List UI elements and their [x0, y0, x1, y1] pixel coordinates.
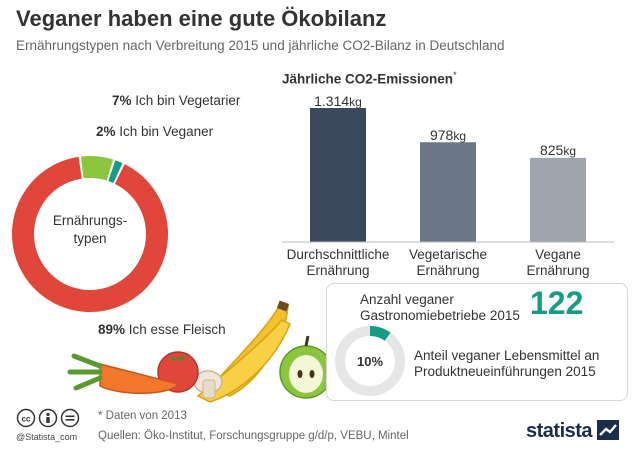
bar-category-1-line1: Durchschnittliche [286, 247, 390, 262]
bar-category-2: Vegetarische Ernährung [388, 247, 508, 279]
bar-chart-title-marker: * [453, 70, 457, 80]
sources: Quellen: Öko-Institut, Forschungsgruppe … [98, 430, 409, 442]
footnote: * Daten von 2013 [98, 410, 187, 422]
bar-2 [420, 142, 476, 242]
donut-label-meat: 89% Ich esse Fleisch [98, 322, 226, 337]
statista-logo[interactable]: statista [526, 420, 620, 443]
gastro-label: Anzahl veganer Gastronomiebetriebe 2015 [360, 292, 520, 323]
bar-unit-1: kg [349, 95, 362, 109]
svg-text:cc: cc [22, 415, 31, 424]
bar-category-1-line2: Ernährung [306, 263, 370, 278]
food-illustration [67, 300, 333, 403]
bar-3 [530, 157, 586, 242]
donut-value-vegetarian: 7% [112, 93, 132, 108]
bar-category-2-line2: Ernährung [416, 263, 480, 278]
twitter-handle[interactable]: @Statista_com [16, 432, 78, 442]
donut-center-label: Ernährungs- typen [38, 212, 142, 248]
donut-value-meat: 89% [98, 322, 126, 337]
share-label: Anteil veganer Lebensmittel an Produktne… [414, 348, 600, 379]
bar-chart-title-text: Jährliche CO2-Emissionen [282, 71, 454, 87]
bar-value-3: 825 [539, 142, 564, 158]
bar-1 [310, 108, 366, 242]
bar-category-1: Durchschnittliche Ernährung [278, 247, 398, 279]
donut-text-vegan: Ich bin Veganer [119, 124, 214, 139]
donut-label-vegetarian: 7% Ich bin Vegetarier [112, 93, 240, 108]
donut-center-line1: Ernährungs- [52, 213, 128, 228]
statista-wordmark: statista [526, 420, 593, 442]
bar-value-label-3: 825kg [508, 142, 608, 158]
bar-category-3: Vegane Ernährung [498, 247, 618, 279]
page-title: Veganer haben eine gute Ökobilanz [16, 6, 387, 31]
share-ring-arc [369, 326, 391, 341]
bar-value-label-2: 978kg [398, 127, 498, 143]
info-box [326, 283, 628, 401]
bar-category-3-line1: Vegane [535, 247, 581, 262]
share-value: 10% [356, 354, 384, 369]
donut-center-line2: typen [73, 231, 107, 246]
bar-unit-3: kg [563, 144, 577, 158]
bar-value-2: 978 [429, 127, 454, 143]
page-subtitle: Ernährungstypen nach Verbreitung 2015 un… [16, 38, 505, 53]
donut-slice-vegetarian [80, 156, 114, 181]
donut-text-vegetarian: Ich bin Vegetarier [135, 93, 241, 108]
bar-value-label-1: 1.314kg [288, 93, 388, 109]
donut-label-vegan: 2% Ich bin Veganer [96, 124, 213, 139]
bar-category-2-line1: Vegetarische [408, 247, 488, 262]
gastro-value: 122 [530, 285, 584, 321]
donut-text-meat: Ich esse Fleisch [128, 322, 226, 337]
statista-logo-icon [597, 420, 620, 440]
bar-unit-2: kg [453, 129, 467, 143]
bar-value-1: 1.314 [314, 93, 350, 109]
donut-slice-vegan [108, 160, 123, 184]
apple-icon [279, 335, 333, 399]
cc-icon[interactable]: cc [16, 408, 84, 428]
license-icons: cc [16, 408, 84, 433]
bar-chart-title: Jährliche CO2-Emissionen* [282, 70, 457, 87]
carrot-icon [67, 353, 180, 394]
donut-value-vegan: 2% [96, 124, 116, 139]
bar-category-3-line2: Ernährung [526, 263, 590, 278]
